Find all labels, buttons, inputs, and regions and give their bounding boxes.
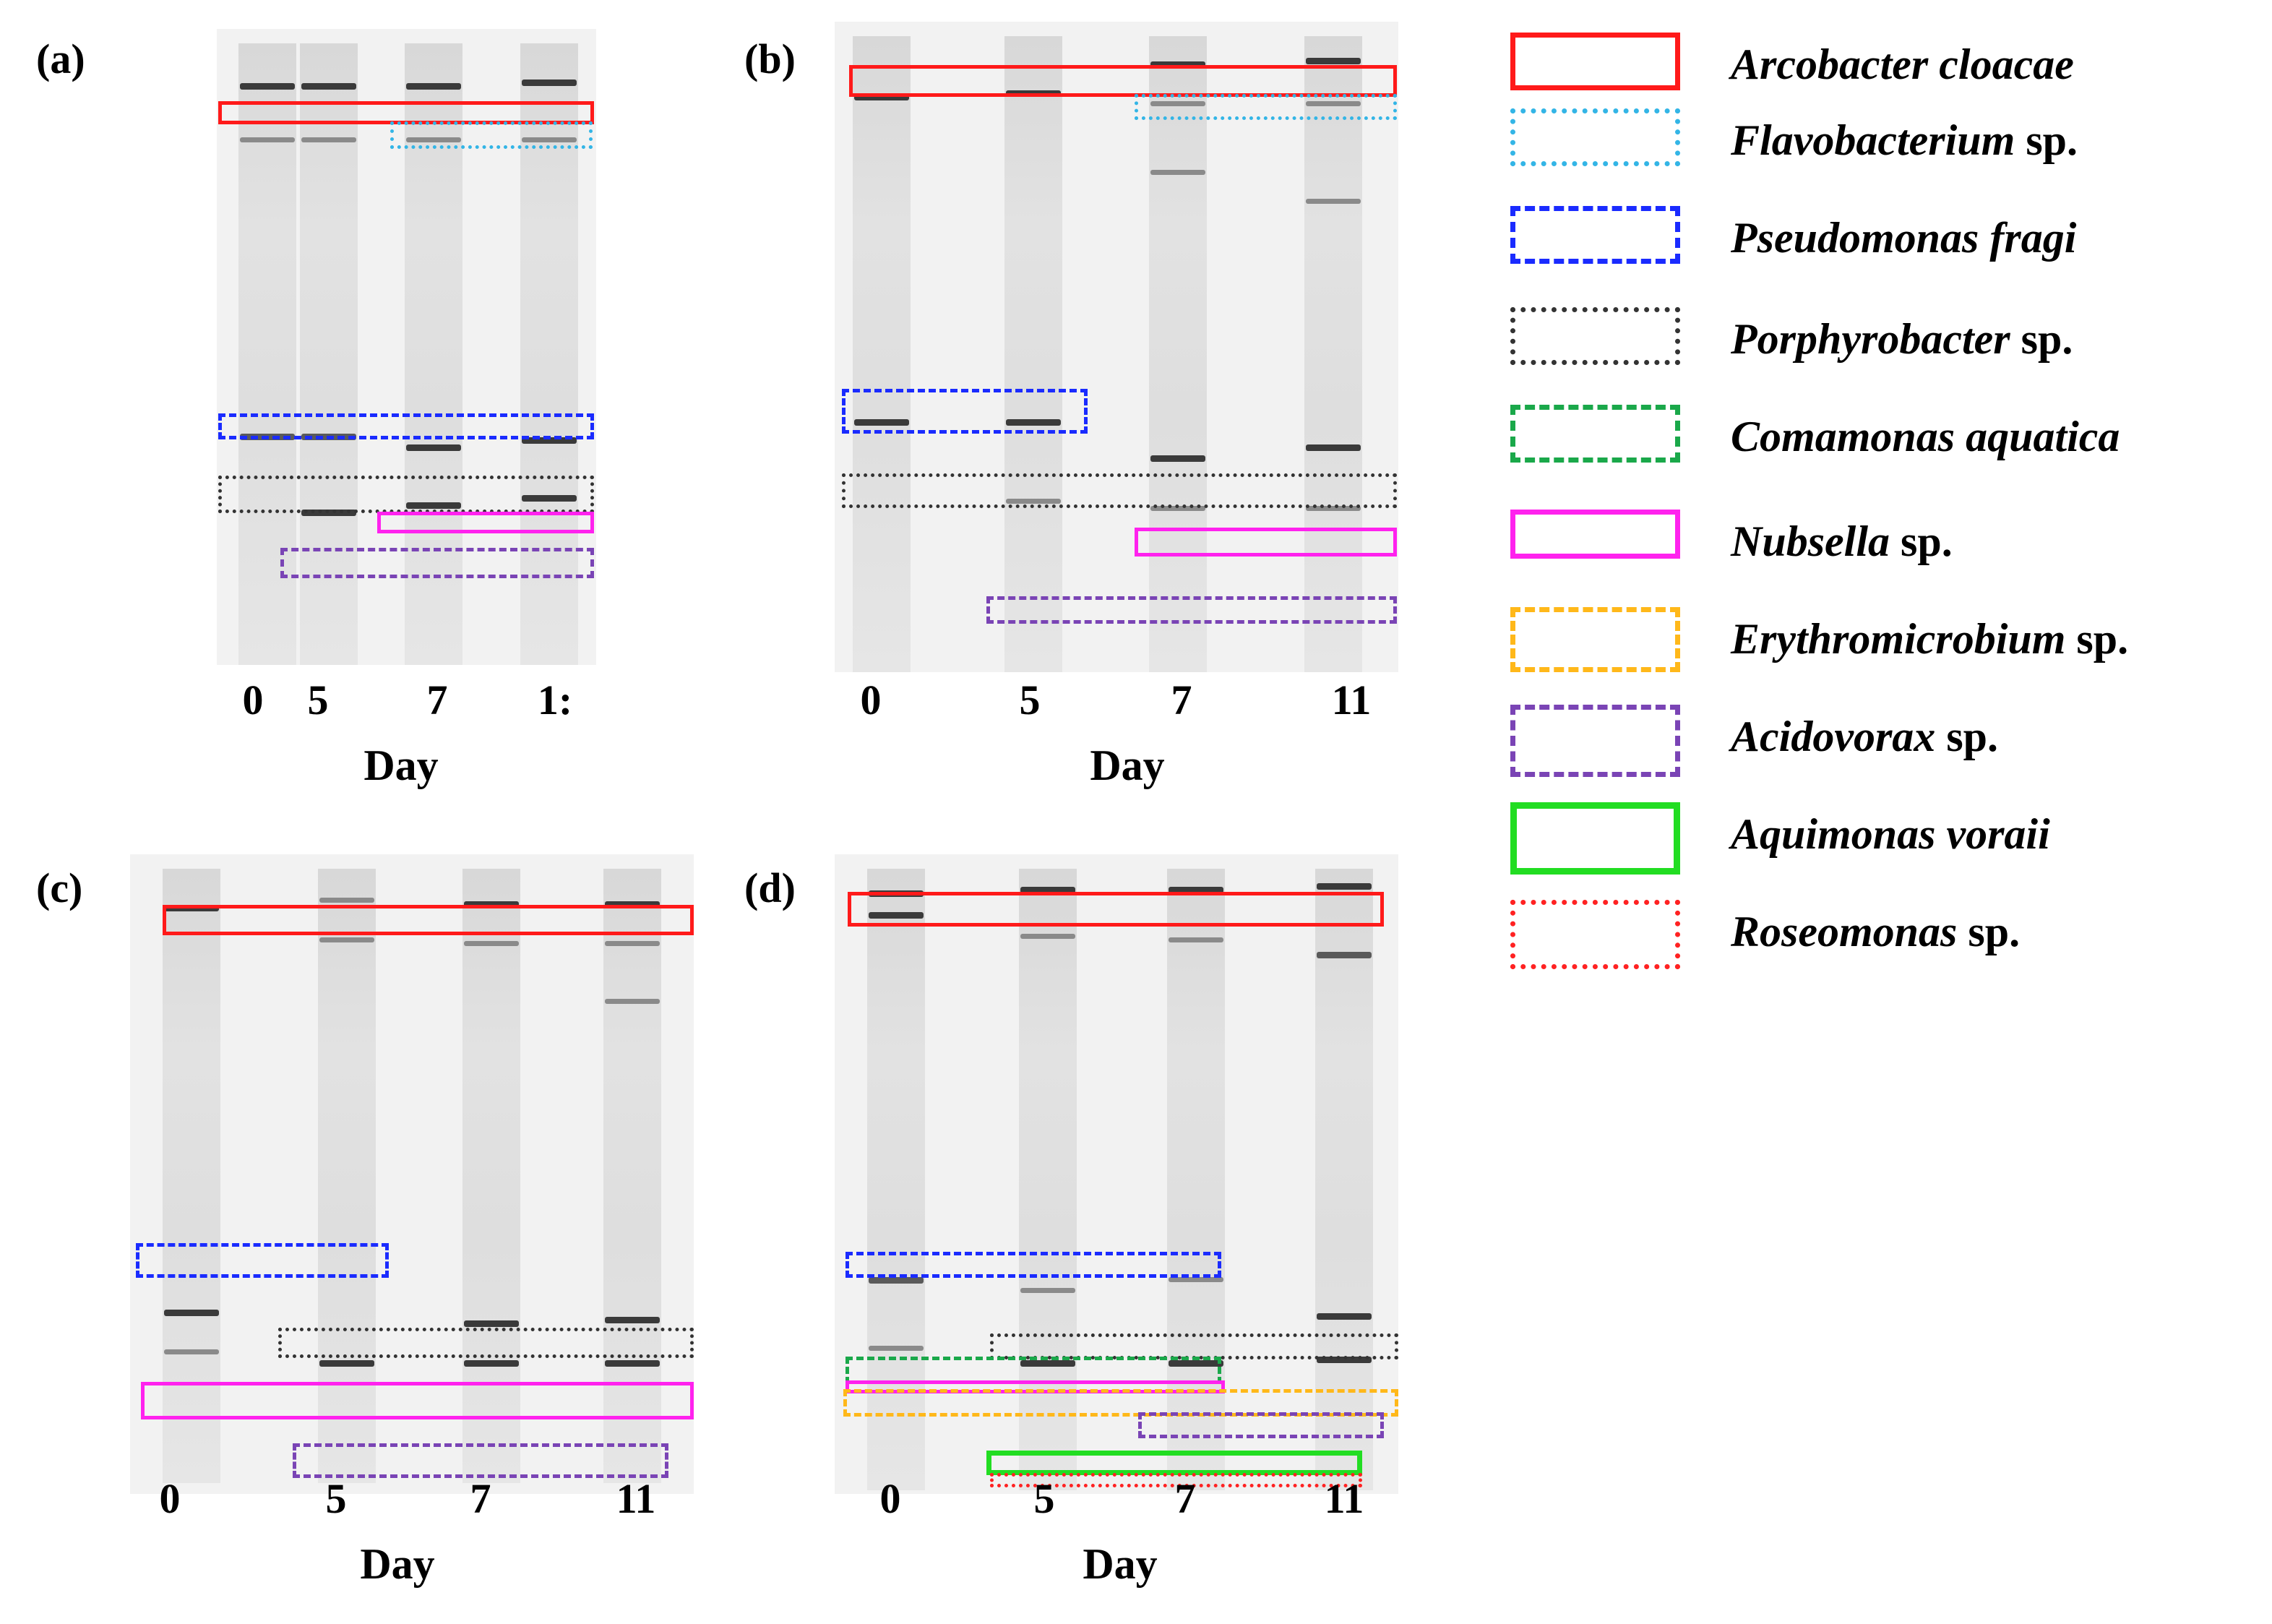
panel-a-tick-2: 7	[426, 676, 448, 723]
legend-swatch-arcobacter	[1510, 33, 1680, 90]
panel-c-tick-1: 5	[325, 1475, 347, 1522]
legend-item-nubsella: Nubsella sp.	[1496, 510, 2262, 575]
panel-d-tick-0: 0	[879, 1475, 901, 1522]
box-pseudomonas	[136, 1243, 389, 1278]
legend-swatch-aquimonas	[1510, 802, 1680, 875]
box-erythromicrobium	[843, 1389, 1398, 1417]
panel-c-label: (c)	[36, 864, 83, 911]
legend-species-arcobacter: Arcobacter cloacae	[1731, 40, 2074, 88]
box-nubsella	[1135, 528, 1397, 557]
legend-suffix-porphyrobacter: sp.	[2010, 315, 2073, 363]
box-nubsella	[141, 1382, 694, 1419]
box-nubsella	[377, 512, 594, 533]
panel-d-xlabel: Day	[1083, 1540, 1158, 1588]
legend-swatch-acidovorax	[1510, 705, 1680, 777]
legend-species-aquimonas: Aquimonas voraii	[1731, 810, 2050, 858]
legend-item-acidovorax: Acidovorax sp.	[1496, 705, 2262, 777]
box-arcobacter	[849, 65, 1397, 97]
legend-species-comamonas: Comamonas aquatica	[1731, 413, 2120, 460]
panel-c-xlabel: Day	[360, 1540, 435, 1588]
box-acidovorax	[986, 596, 1397, 624]
box-pseudomonas	[845, 1252, 1221, 1278]
legend-item-erythromicrobium: Erythromicrobium sp.	[1496, 607, 2262, 672]
legend-swatch-comamonas	[1510, 405, 1680, 463]
legend-swatch-porphyrobacter	[1510, 307, 1680, 365]
legend-species-pseudomonas: Pseudomonas fragi	[1731, 214, 2077, 262]
legend-swatch-nubsella	[1510, 510, 1680, 559]
legend-suffix-erythromicrobium: sp.	[2065, 615, 2129, 663]
legend-species-erythromicrobium: Erythromicrobium	[1731, 615, 2066, 663]
panel-c-tick-2: 7	[470, 1475, 491, 1522]
box-porphyrobacter	[218, 476, 594, 513]
panel-d-tick-2: 7	[1174, 1475, 1196, 1522]
box-flavobacterium	[1135, 94, 1397, 120]
legend-swatch-pseudomonas	[1510, 206, 1680, 264]
legend-swatch-roseomonas	[1510, 900, 1680, 969]
legend-item-porphyrobacter: Porphyrobacter sp.	[1496, 307, 2262, 372]
legend-item-flavobacterium: Flavobacterium sp.	[1496, 108, 2262, 173]
box-acidovorax	[293, 1443, 668, 1478]
box-flavobacterium	[390, 121, 593, 149]
legend-species-nubsella: Nubsella	[1731, 517, 1890, 565]
panel-d-gel	[835, 854, 1398, 1494]
legend-species-flavobacterium: Flavobacterium	[1731, 116, 2015, 164]
panel-a-tick-3: 1:	[537, 676, 573, 723]
panel-c-tick-3: 11	[616, 1475, 656, 1522]
legend-suffix-nubsella: sp.	[1890, 517, 1953, 565]
panel-b-tick-3: 11	[1331, 676, 1372, 723]
box-pseudomonas	[218, 413, 594, 439]
panel-b-gel	[835, 22, 1398, 672]
panel-d-tick-3: 11	[1324, 1475, 1364, 1522]
legend-item-aquimonas: Aquimonas voraii	[1496, 802, 2262, 875]
legend-species-porphyrobacter: Porphyrobacter	[1731, 315, 2010, 363]
panel-d-label: (d)	[744, 864, 796, 911]
legend-suffix-roseomonas: sp.	[1957, 908, 2021, 955]
legend-species-roseomonas: Roseomonas	[1731, 908, 1958, 955]
legend-item-arcobacter: Arcobacter cloacae	[1496, 33, 2262, 98]
panel-c-gel	[130, 854, 694, 1494]
box-porphyrobacter	[842, 473, 1397, 508]
panel-b-tick-0: 0	[860, 676, 882, 723]
panel-b-xlabel: Day	[1090, 742, 1165, 789]
box-pseudomonas	[842, 389, 1088, 434]
panel-a-gel	[217, 29, 596, 665]
box-arcobacter	[163, 905, 694, 935]
legend-item-comamonas: Comamonas aquatica	[1496, 405, 2262, 470]
panel-c-tick-0: 0	[159, 1475, 181, 1522]
box-acidovorax	[1138, 1412, 1384, 1438]
legend-swatch-erythromicrobium	[1510, 607, 1680, 672]
panel-d-tick-1: 5	[1033, 1475, 1055, 1522]
panel-a-tick-0: 0	[242, 676, 264, 723]
panel-b-tick-2: 7	[1171, 676, 1192, 723]
legend-item-roseomonas: Roseomonas sp.	[1496, 900, 2262, 969]
panel-a-tick-1: 5	[307, 676, 329, 723]
box-porphyrobacter	[278, 1328, 694, 1358]
panel-b-tick-1: 5	[1019, 676, 1041, 723]
panel-b-label: (b)	[744, 35, 796, 82]
legend-swatch-flavobacterium	[1510, 108, 1680, 166]
legend-species-acidovorax: Acidovorax	[1731, 713, 1936, 760]
box-porphyrobacter	[990, 1333, 1398, 1359]
box-aquimonas	[986, 1451, 1362, 1475]
legend-item-pseudomonas: Pseudomonas fragi	[1496, 206, 2262, 271]
legend-suffix-acidovorax: sp.	[1935, 713, 1999, 760]
legend-suffix-flavobacterium: sp.	[2015, 116, 2078, 164]
panel-a-xlabel: Day	[363, 742, 439, 789]
box-arcobacter	[848, 892, 1384, 927]
box-roseomonas	[990, 1473, 1362, 1487]
panel-a-label: (a)	[36, 35, 85, 82]
box-acidovorax	[280, 548, 594, 578]
